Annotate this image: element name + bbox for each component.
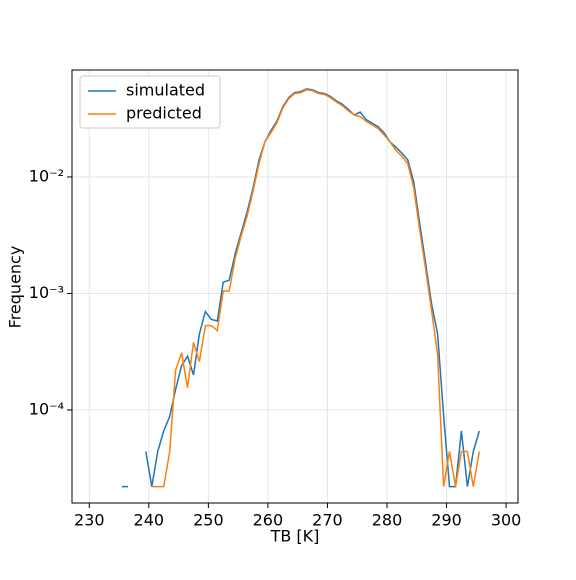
legend-label: predicted <box>126 104 202 123</box>
x-tick-label: 230 <box>74 511 105 530</box>
plot-frame <box>71 69 519 504</box>
y-tick-label: 10⁻⁴ <box>29 399 64 418</box>
series-line <box>151 89 481 488</box>
x-tick-label: 280 <box>372 511 403 530</box>
y-tick-label: 10⁻³ <box>29 283 64 302</box>
legend-box <box>79 75 221 129</box>
x-tick-label: 290 <box>431 511 462 530</box>
x-tick-label: 260 <box>253 511 284 530</box>
legend-label: simulated <box>126 81 205 100</box>
x-tick-label: 250 <box>193 511 224 530</box>
y-axis-label: Frequency <box>6 246 25 329</box>
x-tick-label: 240 <box>134 511 165 530</box>
y-tick-label: 10⁻² <box>29 166 64 185</box>
x-tick-label: 270 <box>312 511 343 530</box>
series-line <box>122 88 481 488</box>
x-axis-label: TB [K] <box>270 527 320 546</box>
x-tick-label: 300 <box>491 511 522 530</box>
